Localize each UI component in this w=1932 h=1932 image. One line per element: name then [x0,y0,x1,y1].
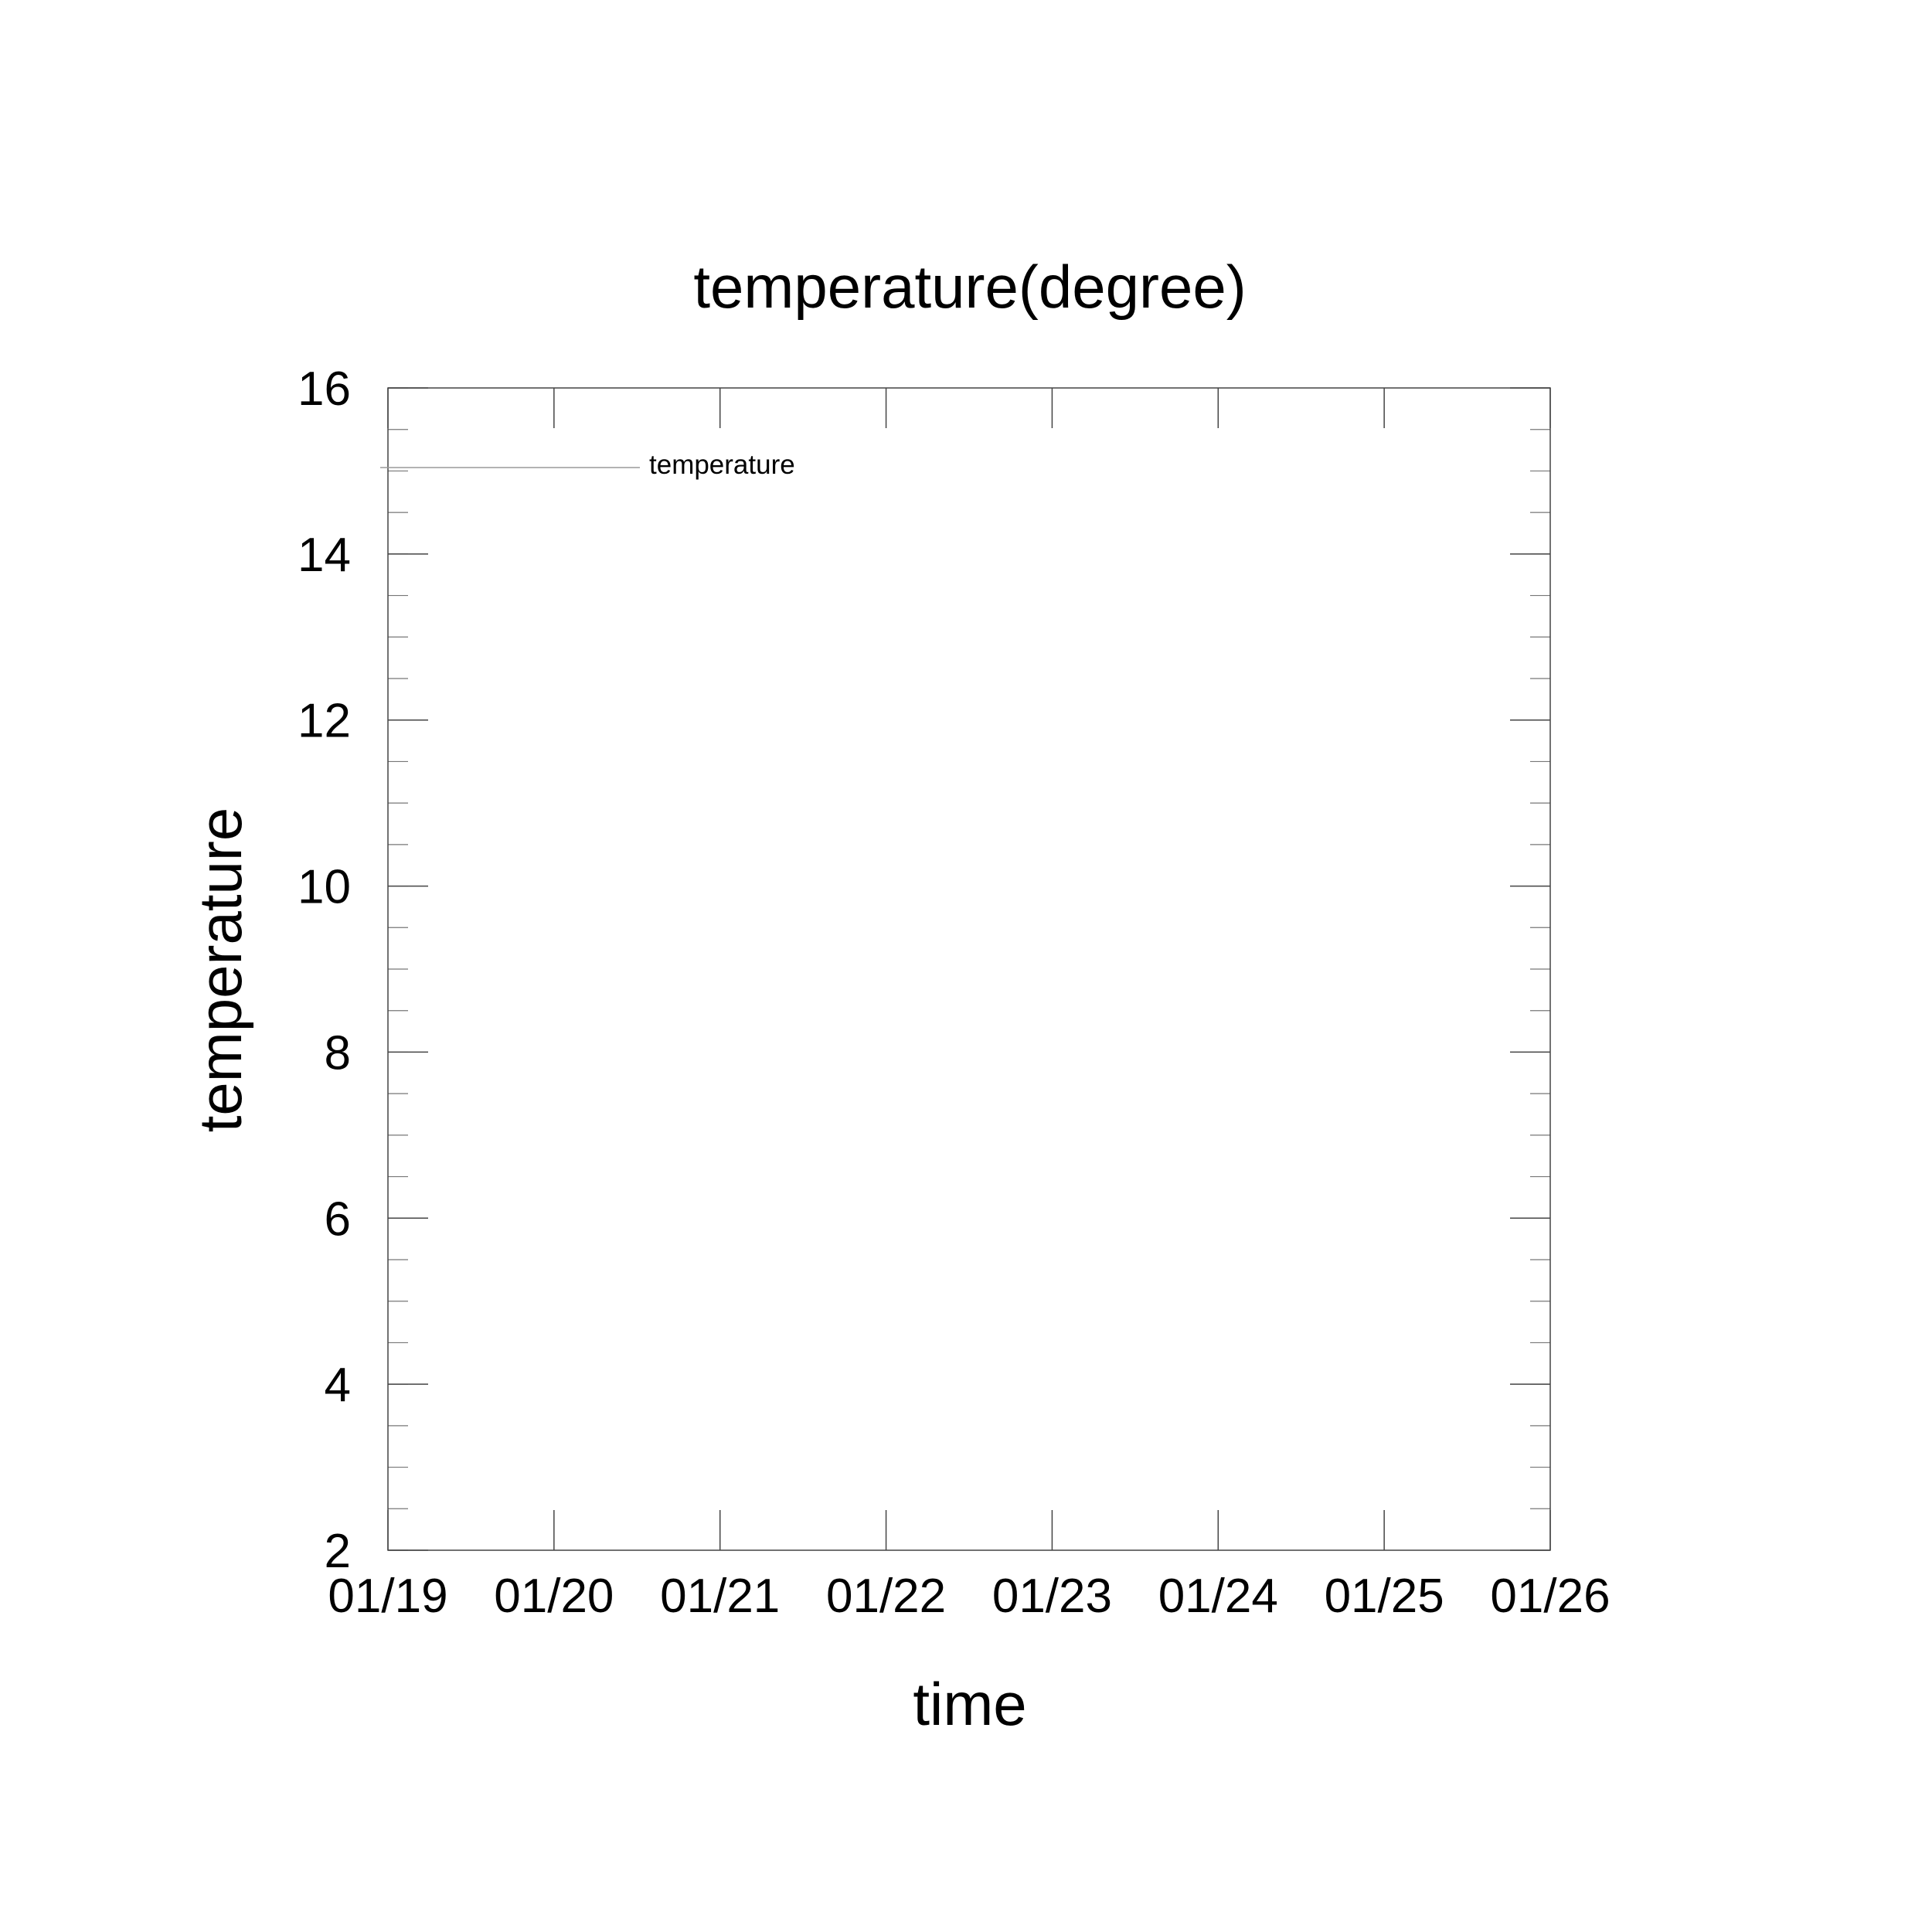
y-tick-label: 8 [325,1026,351,1080]
y-tick-label: 10 [298,861,351,914]
x-tick-label: 01/23 [992,1570,1112,1623]
axis-tick-labels: 2 4 6 8 10 12 14 16 01/19 01/20 01/21 01/22 01/23 01/… [298,362,1611,1623]
legend-label-temperature: temperature [649,450,795,480]
x-tick-label: 01/20 [494,1570,614,1623]
y-tick-label: 4 [325,1359,351,1412]
y-tick-label: 16 [298,362,351,416]
x-tick-label: 01/22 [826,1570,946,1623]
chart-title: temperature(degree) [693,253,1246,321]
x-tick-label: 01/21 [660,1570,780,1623]
y-tick-label: 14 [298,529,351,582]
x-tick-label: 01/25 [1325,1570,1444,1623]
x-tick-label: 01/24 [1158,1570,1278,1623]
y-tick-label: 2 [325,1525,351,1578]
x-tick-label: 01/19 [328,1570,447,1623]
x-tick-label: 01/26 [1490,1570,1610,1623]
x-axis-label: time [913,1670,1026,1738]
y-tick-label: 12 [298,695,351,748]
plot-frame [387,387,1551,1551]
y-tick-label: 6 [325,1192,351,1246]
legend: temperature [380,450,795,480]
y-axis-label: temperature [186,808,254,1133]
